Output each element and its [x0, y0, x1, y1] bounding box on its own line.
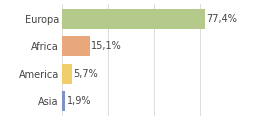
- Text: 15,1%: 15,1%: [91, 41, 122, 51]
- Text: 77,4%: 77,4%: [206, 14, 237, 24]
- Bar: [62, 91, 65, 111]
- Bar: [62, 9, 205, 29]
- Text: 5,7%: 5,7%: [74, 69, 98, 79]
- Bar: [62, 36, 90, 56]
- Text: 1,9%: 1,9%: [67, 96, 91, 106]
- Bar: [62, 64, 72, 84]
